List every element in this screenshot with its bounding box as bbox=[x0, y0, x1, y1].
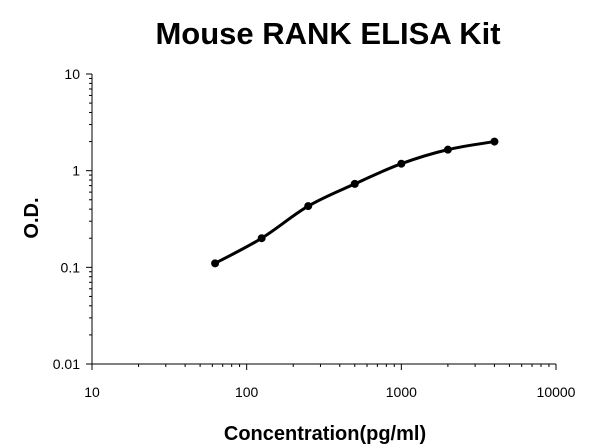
y-axis bbox=[86, 73, 93, 365]
series-line bbox=[213, 140, 496, 265]
y-tick-labels: 0.01 0.1 1 10 bbox=[53, 66, 80, 372]
x-tick-label: 10 bbox=[84, 384, 100, 400]
data-point bbox=[350, 179, 359, 188]
data-point bbox=[443, 145, 452, 154]
x-axis-label: Concentration(pg/ml) bbox=[224, 423, 426, 445]
data-point bbox=[397, 159, 406, 168]
plot-series bbox=[211, 137, 499, 268]
data-point bbox=[490, 137, 499, 146]
x-tick-label: 1000 bbox=[386, 384, 417, 400]
x-tick-label: 10000 bbox=[537, 384, 576, 400]
data-point bbox=[211, 259, 220, 268]
y-tick-label: 0.01 bbox=[53, 356, 80, 372]
chart-title: Mouse RANK ELISA Kit bbox=[155, 16, 500, 51]
x-axis bbox=[91, 363, 557, 370]
x-tick-labels: 10 100 1000 10000 bbox=[84, 384, 575, 400]
y-tick-label: 1 bbox=[72, 163, 80, 179]
y-tick-label: 0.1 bbox=[61, 259, 81, 275]
data-point bbox=[257, 234, 266, 243]
y-axis-label: O.D. bbox=[21, 197, 43, 238]
data-point bbox=[304, 202, 313, 211]
y-tick-label: 10 bbox=[64, 66, 80, 82]
x-tick-label: 100 bbox=[235, 384, 259, 400]
